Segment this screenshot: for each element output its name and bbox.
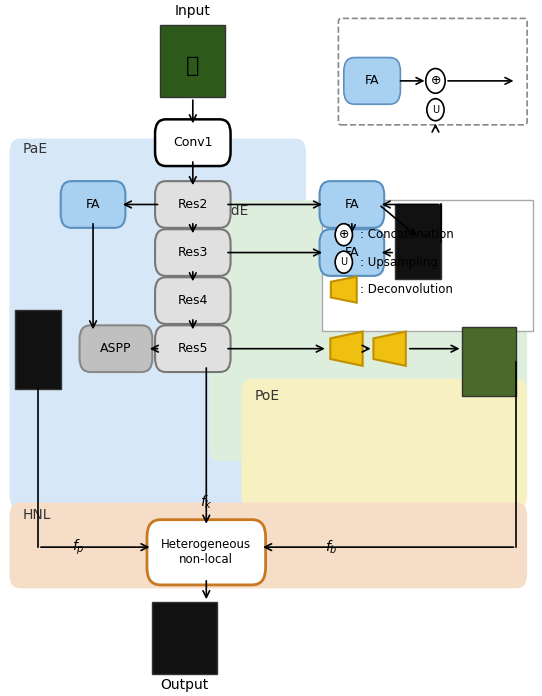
- FancyBboxPatch shape: [155, 325, 230, 372]
- FancyBboxPatch shape: [462, 327, 517, 396]
- Polygon shape: [331, 276, 357, 303]
- Text: : Deconvolution: : Deconvolution: [360, 283, 453, 296]
- Text: $f_b$: $f_b$: [325, 539, 338, 556]
- Text: PaE: PaE: [23, 142, 48, 156]
- Text: U: U: [432, 104, 439, 115]
- Text: Res3: Res3: [178, 246, 208, 259]
- Text: Res5: Res5: [178, 342, 208, 355]
- Text: 🖼: 🖼: [186, 56, 199, 77]
- Text: Output: Output: [160, 678, 209, 692]
- Text: PoE: PoE: [255, 389, 280, 403]
- Text: U: U: [340, 257, 347, 267]
- Text: : Concatenation: : Concatenation: [360, 228, 454, 242]
- FancyBboxPatch shape: [320, 229, 384, 276]
- Text: ASPP: ASPP: [100, 342, 132, 355]
- Text: $f_k$: $f_k$: [200, 494, 212, 512]
- FancyBboxPatch shape: [9, 139, 306, 509]
- Text: HNL: HNL: [23, 508, 51, 522]
- Text: Res4: Res4: [178, 294, 208, 307]
- Text: FA: FA: [365, 74, 379, 88]
- FancyBboxPatch shape: [320, 181, 384, 228]
- Polygon shape: [373, 331, 406, 366]
- FancyBboxPatch shape: [322, 200, 533, 331]
- FancyBboxPatch shape: [152, 602, 217, 674]
- Text: Heterogeneous
non-local: Heterogeneous non-local: [161, 538, 251, 567]
- Text: $\oplus$: $\oplus$: [430, 74, 441, 88]
- Text: Input: Input: [175, 4, 211, 18]
- FancyBboxPatch shape: [160, 25, 225, 97]
- FancyBboxPatch shape: [155, 181, 230, 228]
- Circle shape: [426, 68, 445, 93]
- Text: Conv1: Conv1: [173, 136, 212, 149]
- Circle shape: [335, 251, 352, 273]
- Text: FA: FA: [345, 198, 359, 211]
- Text: FA: FA: [345, 246, 359, 259]
- Text: FA: FA: [86, 198, 100, 211]
- FancyBboxPatch shape: [9, 503, 527, 588]
- FancyBboxPatch shape: [147, 520, 266, 585]
- FancyBboxPatch shape: [241, 379, 527, 509]
- Circle shape: [427, 99, 444, 120]
- FancyBboxPatch shape: [155, 119, 230, 166]
- FancyBboxPatch shape: [80, 325, 152, 372]
- FancyBboxPatch shape: [15, 310, 61, 389]
- FancyBboxPatch shape: [61, 181, 125, 228]
- FancyBboxPatch shape: [209, 200, 527, 461]
- Text: $\oplus$: $\oplus$: [338, 228, 350, 242]
- FancyBboxPatch shape: [344, 58, 401, 104]
- FancyBboxPatch shape: [338, 18, 527, 125]
- Text: : Upsampling: : Upsampling: [360, 255, 438, 269]
- Circle shape: [335, 223, 352, 246]
- Text: $f_p$: $f_p$: [72, 537, 85, 557]
- Polygon shape: [330, 331, 363, 366]
- Text: EdE: EdE: [222, 204, 249, 218]
- FancyBboxPatch shape: [155, 277, 230, 324]
- FancyBboxPatch shape: [155, 229, 230, 276]
- FancyBboxPatch shape: [395, 204, 441, 279]
- Text: Res2: Res2: [178, 198, 208, 211]
